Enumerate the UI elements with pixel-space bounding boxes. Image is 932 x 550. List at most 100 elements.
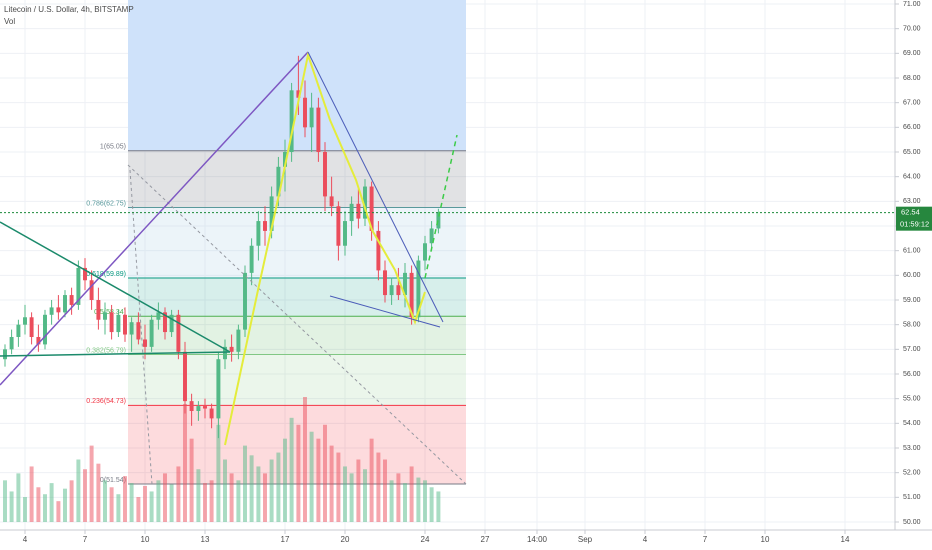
x-tick-label: 4 [643, 535, 648, 544]
countdown-label: 01:59:12 [900, 220, 929, 229]
candle-body [409, 272, 414, 318]
volume [3, 397, 441, 522]
y-tick-label: 60.00 [903, 272, 921, 279]
volume-bar [363, 469, 367, 522]
volume-bar [63, 488, 67, 522]
volume-bar [216, 424, 221, 522]
candle-body [243, 272, 247, 330]
candle-body [249, 245, 254, 273]
y-tick-label: 66.00 [903, 124, 921, 131]
volume-bar [309, 431, 314, 522]
candle-body [303, 97, 307, 128]
volume-bar [169, 484, 174, 522]
x-tick-label: 7 [83, 535, 88, 544]
candle-body [56, 307, 61, 313]
volume-bar [83, 469, 87, 522]
trend-line [0, 221, 231, 353]
volume-bar [9, 491, 14, 522]
volume-bar [156, 480, 161, 522]
candle-body [429, 228, 434, 244]
x-tick-label: 27 [481, 535, 490, 544]
y-tick-label: 64.00 [903, 174, 921, 181]
volume-bar [416, 477, 421, 522]
trend-line [0, 351, 231, 357]
candle-body [236, 329, 241, 352]
y-tick-label: 70.00 [903, 26, 921, 33]
y-tick-label: 69.00 [903, 50, 921, 57]
candle-body [129, 322, 134, 335]
x-tick-label: 14 [841, 535, 850, 544]
volume-bar [303, 397, 307, 522]
volume-bar [96, 463, 101, 522]
x-tick-label: 10 [141, 535, 150, 544]
candle-body [369, 186, 374, 231]
x-tick-label: 20 [341, 535, 350, 544]
volume-bar [189, 438, 194, 522]
volume-bar [123, 476, 127, 522]
last-price-box [896, 206, 932, 231]
candle-body [116, 314, 121, 333]
volume-bar [409, 466, 414, 522]
volume-bar [69, 480, 74, 522]
volume-bar [209, 480, 214, 522]
candle-body [403, 272, 407, 296]
candle-body [163, 312, 167, 333]
volume-bar [423, 480, 427, 522]
candle-body [189, 401, 194, 411]
candle-body [96, 300, 101, 320]
candle-body [263, 221, 267, 231]
candle-body [83, 267, 87, 281]
volume-bar [103, 480, 107, 522]
volume-bar [149, 491, 154, 522]
volume-bar [136, 497, 141, 522]
y-tick-label: 52.00 [903, 470, 921, 477]
candle-body [23, 317, 27, 325]
volume-bar [376, 452, 381, 522]
candle-body [123, 314, 127, 335]
candle-body [223, 346, 227, 360]
candle-body [43, 314, 47, 345]
volume-bar [329, 445, 334, 522]
volume-bar [256, 466, 261, 522]
candle-body [289, 90, 294, 152]
candle-body [149, 319, 154, 347]
fib-label: 0.618(59.89) [86, 271, 126, 278]
fib-label: 1(65.05) [100, 144, 126, 151]
volume-bar [403, 483, 407, 522]
candle-body [29, 317, 34, 337]
volume-bar [43, 494, 47, 522]
candle-body [49, 307, 54, 315]
candle-body [283, 152, 287, 167]
y-tick-label: 57.00 [903, 346, 921, 353]
fib-zone [128, 150, 466, 208]
candle-body [329, 196, 334, 207]
x-tick-label: Sep [578, 535, 593, 544]
x-tick-label: 14:00 [527, 535, 548, 544]
candle-body [156, 312, 161, 320]
fib-label: 0.786(62.75) [86, 200, 126, 207]
volume-bar [183, 403, 187, 522]
y-tick-label: 53.00 [903, 445, 921, 452]
candle-body [383, 270, 387, 296]
y-tick-label: 63.00 [903, 198, 921, 205]
volume-bar [3, 480, 7, 522]
candle-body [376, 230, 381, 271]
candle-body [356, 203, 361, 219]
y-tick-label: 50.00 [903, 519, 921, 526]
fib-retracement: 1(65.05)0.786(62.75)0.618(59.89)0.5(58.3… [86, 144, 466, 485]
volume-bar [203, 483, 207, 522]
volume-bar [383, 459, 387, 522]
volume-bar [269, 459, 274, 522]
candle-body [276, 166, 281, 197]
candle-body [69, 295, 74, 305]
candle-body [89, 280, 94, 300]
volume-bar [116, 494, 121, 522]
candle-body [296, 90, 301, 98]
volume-bar [36, 487, 41, 522]
volume-bar [229, 473, 234, 522]
y-tick-label: 54.00 [903, 420, 921, 427]
candle-body [216, 359, 221, 419]
candle-body [169, 314, 174, 333]
volume-bar [163, 473, 167, 522]
fib-label: 0(51.54) [100, 477, 126, 484]
